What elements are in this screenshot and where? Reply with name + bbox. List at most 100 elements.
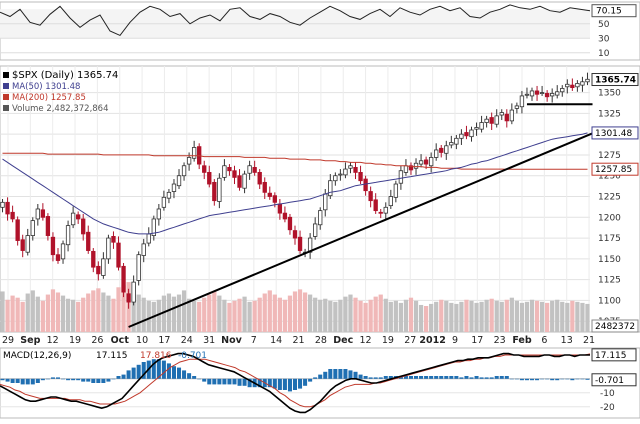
macd-histogram-bar (10, 378, 15, 383)
volume-bar (368, 299, 373, 332)
macd-histogram-bar (187, 373, 192, 379)
volume-bar (499, 301, 504, 332)
rsi-tick-label: 30 (598, 34, 610, 44)
candle-body (428, 157, 434, 167)
volume-bar (529, 299, 535, 332)
volume-bar (106, 295, 111, 332)
macd-histogram-bar (101, 378, 106, 383)
volume-bar (267, 290, 272, 332)
macd-line (0, 352, 591, 414)
candle-body (434, 149, 439, 158)
macd-histogram-bar (232, 378, 237, 385)
macd-value-box (591, 373, 637, 387)
macd-histogram-bar (479, 377, 484, 379)
candle-body (282, 212, 288, 220)
macd-histogram-bar (50, 377, 55, 379)
candle-body (519, 95, 525, 108)
macd-histogram-bar (197, 378, 202, 380)
volume-bar (217, 295, 222, 332)
rsi-last-value-label: 70.15 (596, 7, 622, 17)
volume-bar (560, 301, 565, 332)
macd-histogram-bar (257, 378, 262, 388)
volume-bar (222, 299, 227, 332)
macd-histogram-bar (378, 377, 383, 379)
candle-body (489, 117, 494, 124)
volume-bar (323, 298, 328, 332)
candle-body (403, 165, 409, 173)
price-y-tick-label: 1175 (598, 234, 621, 244)
candle-body (136, 254, 141, 281)
macd-histogram-bar (308, 378, 313, 382)
price-y-tick-label: 1325 (598, 109, 621, 119)
candle-body (111, 236, 116, 243)
volume-bar (423, 306, 429, 332)
candle-body (363, 178, 368, 192)
x-axis-label: Feb (512, 335, 532, 346)
macd-histogram-bar (535, 378, 540, 381)
macd-histogram-bar (570, 378, 575, 381)
volume-bar (15, 297, 20, 332)
macd-histogram-bar (121, 374, 126, 379)
candle-body (393, 183, 399, 198)
candle-body (338, 173, 343, 176)
macd-histogram-bar (35, 378, 40, 383)
volume-bar (65, 298, 71, 332)
price-y-tick-label: 1250 (598, 172, 621, 182)
x-axis-label: Sep (20, 335, 40, 346)
macd-histogram-bar (292, 378, 298, 390)
volume-bar (439, 299, 444, 332)
volume-bar (585, 303, 590, 332)
volume-bar (489, 298, 494, 332)
volume-bar (207, 294, 212, 332)
candle-body (313, 223, 318, 237)
macd-histogram-bar (524, 378, 529, 381)
volume-bar (297, 289, 303, 332)
price-y-tick-label: 1275 (598, 151, 621, 161)
volume-bar (479, 301, 484, 332)
price-y-tick-label: 1150 (598, 255, 621, 265)
candle-body (257, 171, 262, 185)
volume-bar (545, 302, 550, 332)
candle-body (126, 293, 131, 303)
macd-histogram-bar (333, 369, 338, 379)
candle-body (212, 181, 217, 202)
x-axis-label: 13 (561, 335, 573, 346)
volume-bar (413, 300, 419, 332)
candle-body (383, 206, 388, 214)
candle-body (202, 165, 207, 173)
volume-bar (459, 301, 464, 332)
volume-bar (71, 299, 76, 332)
volume-bar (328, 300, 333, 332)
volume-bar (292, 291, 298, 332)
volume-bar (237, 298, 242, 332)
macd-histogram-bar (408, 376, 413, 379)
macd-histogram-bar (403, 376, 408, 379)
candle-body (565, 83, 570, 88)
candle-body (96, 265, 101, 275)
candle-body (131, 281, 136, 303)
candle-body (116, 242, 121, 268)
candle-body (575, 83, 580, 88)
volume-bar (494, 300, 499, 332)
candle-body (555, 91, 560, 96)
volume-bar (287, 295, 293, 332)
macd-histogram-bar (86, 378, 91, 382)
volume-bar (393, 300, 398, 332)
volume-bar (509, 297, 514, 332)
volume-bar (580, 302, 585, 332)
x-axis-label: Dec (333, 335, 353, 346)
macd-value-label: -0.701 (595, 376, 624, 386)
candle-body (439, 147, 444, 153)
candle-body (504, 113, 509, 122)
volume-bar (176, 294, 182, 332)
macd-histogram-bar (126, 370, 131, 379)
candle-body (75, 214, 81, 220)
volume-bar (55, 292, 61, 332)
legend-entry: Volume 2,482,372,864 (12, 104, 109, 114)
rsi-tick-label: 50 (598, 20, 610, 30)
candle-body (539, 92, 545, 94)
macd-histogram-bar (529, 378, 535, 381)
ma50-line (2, 132, 588, 235)
candle-body (418, 160, 424, 165)
